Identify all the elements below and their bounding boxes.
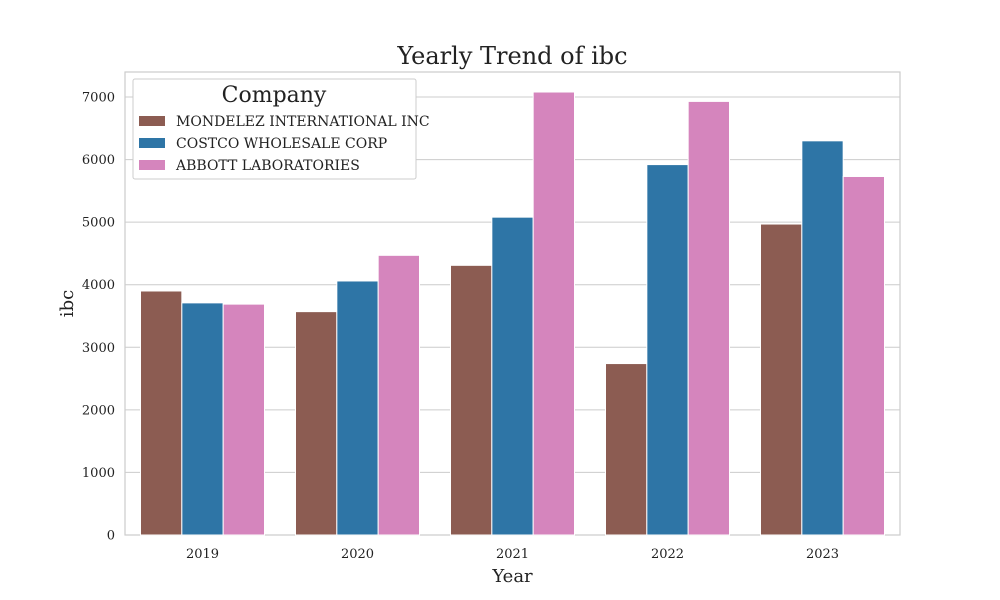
bar <box>605 363 648 536</box>
bar <box>646 164 689 536</box>
legend-swatch <box>139 138 165 148</box>
bar <box>336 280 379 536</box>
x-axis-ticks: 2019 2020 2021 2022 2023 <box>186 547 839 562</box>
x-tick-label: 2020 <box>341 547 374 562</box>
y-tick-label: 1000 <box>82 466 115 481</box>
legend-box <box>132 78 417 180</box>
y-tick-label: 3000 <box>82 341 115 356</box>
y-tick-label: 5000 <box>82 216 115 231</box>
x-tick-label: 2022 <box>651 547 684 562</box>
x-axis-label: Year <box>491 566 533 587</box>
bar <box>801 140 844 536</box>
legend: Company MONDELEZ INTERNATIONAL INC COSTCO… <box>132 78 430 180</box>
legend-entry: COSTCO WHOLESALE CORP <box>176 136 387 152</box>
bars <box>140 91 886 536</box>
legend-entry: MONDELEZ INTERNATIONAL INC <box>176 114 430 130</box>
y-tick-label: 4000 <box>82 278 115 293</box>
y-axis-label: ibc <box>57 290 78 317</box>
y-tick-label: 7000 <box>82 91 115 106</box>
bar <box>140 290 183 536</box>
bar <box>532 91 576 536</box>
y-tick-label: 0 <box>107 529 115 544</box>
chart-title: Yearly Trend of ibc <box>396 42 627 70</box>
bar <box>450 264 493 536</box>
y-tick-label: 6000 <box>82 153 115 168</box>
y-axis-ticks: 0 1000 2000 3000 4000 5000 6000 7000 <box>82 91 115 544</box>
bar <box>687 100 731 536</box>
bar <box>377 254 420 536</box>
bar <box>181 302 224 536</box>
legend-title: Company <box>222 83 327 108</box>
bar <box>295 311 338 536</box>
x-tick-label: 2023 <box>806 547 839 562</box>
x-tick-label: 2021 <box>496 547 529 562</box>
bar <box>222 303 266 536</box>
legend-swatch <box>139 116 165 126</box>
bar <box>842 175 886 536</box>
legend-swatch <box>139 160 165 170</box>
bar <box>760 223 803 536</box>
x-tick-label: 2019 <box>186 547 219 562</box>
legend-entry: ABBOTT LABORATORIES <box>175 158 360 174</box>
bar <box>491 216 534 536</box>
y-tick-label: 2000 <box>82 403 115 418</box>
